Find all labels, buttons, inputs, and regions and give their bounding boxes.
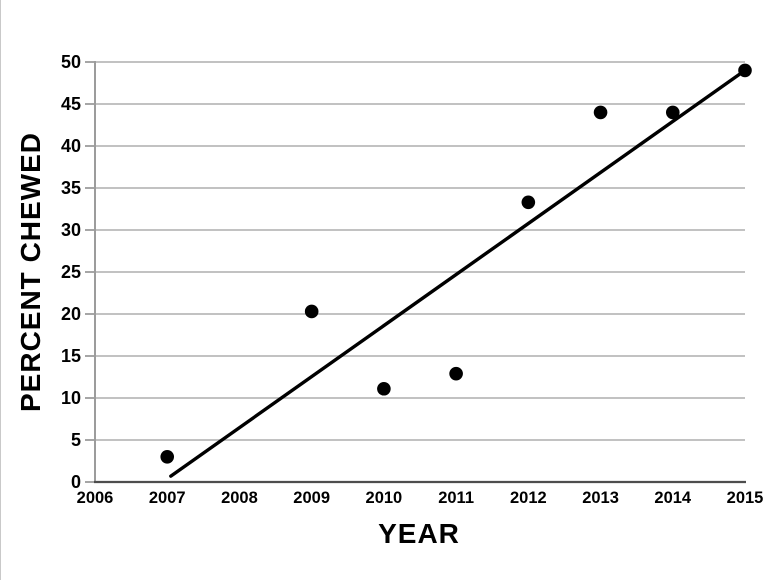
x-tick-label-2014: 2014 xyxy=(654,489,692,507)
x-tick-label-2012: 2012 xyxy=(510,489,547,507)
x-tick-label-2015: 2015 xyxy=(727,489,764,507)
percent-chewed-points-2010 xyxy=(377,381,391,396)
y-tick-label-20: 20 xyxy=(61,304,81,324)
percent-chewed-points-2007 xyxy=(160,450,175,464)
y-tick-label-25: 25 xyxy=(61,262,81,282)
percent-chewed-points-2009 xyxy=(304,304,319,319)
trend-line xyxy=(169,68,747,478)
y-tick-label-30: 30 xyxy=(61,220,81,240)
x-tick-label-2010: 2010 xyxy=(366,489,403,507)
percent-chewed-points-2014 xyxy=(665,105,680,120)
y-axis-title: PERCENT CHEWED xyxy=(15,131,46,413)
x-tick-label-2011: 2011 xyxy=(438,489,474,507)
x-tick-label-2013: 2013 xyxy=(582,489,619,507)
y-tick-label-15: 15 xyxy=(61,346,81,366)
x-tick-label-2007: 2007 xyxy=(149,489,186,507)
y-tick-label-50: 50 xyxy=(61,52,81,72)
y-tick-label-45: 45 xyxy=(61,94,81,114)
x-tick-label-2008: 2008 xyxy=(221,489,258,507)
x-tick-label-2006: 2006 xyxy=(77,489,114,507)
percent-chewed-points-2015 xyxy=(738,63,752,78)
y-tick-label-10: 10 xyxy=(61,388,81,408)
y-tick-label-5: 5 xyxy=(71,430,81,450)
percent-chewed-points-2013 xyxy=(593,105,608,120)
y-tick-label-40: 40 xyxy=(61,136,81,156)
percent-chewed-points-2012 xyxy=(521,195,536,210)
y-tick-label-0: 0 xyxy=(71,472,81,492)
percent-chewed-points-2011 xyxy=(449,366,463,381)
x-tick-label-2009: 2009 xyxy=(293,489,330,507)
x-axis-title: YEAR xyxy=(378,518,460,549)
y-tick-label-35: 35 xyxy=(61,178,81,198)
